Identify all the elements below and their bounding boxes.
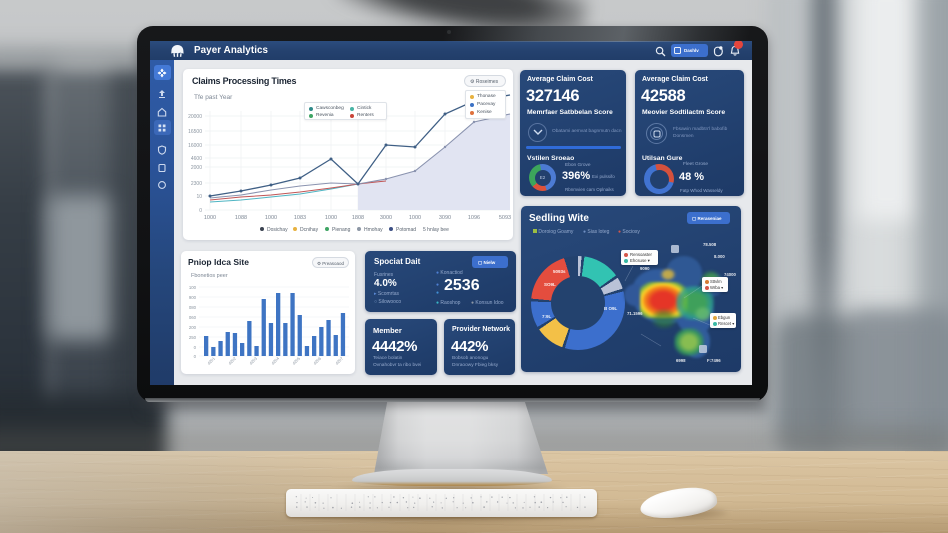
svg-text:1083: 1083 [294,215,306,221]
svg-text:16500: 16500 [188,129,202,135]
svg-text:5 hnlay bee: 5 hnlay bee [423,227,449,233]
svg-text:1000: 1000 [409,215,421,221]
svg-text:1000: 1000 [325,215,337,221]
svg-text:20000: 20000 [188,114,202,120]
svg-text:1088: 1088 [235,215,247,221]
svg-text:2300: 2300 [191,181,202,187]
svg-text:0: 0 [194,354,197,359]
svg-text:900: 900 [189,295,197,300]
svg-text:d203: d203 [248,355,258,365]
svg-text:Dosichay: Dosichay [267,227,288,233]
svg-text:Hmohay: Hmohay [364,227,383,233]
svg-text:0: 0 [199,208,202,214]
svg-text:16000: 16000 [188,143,202,149]
svg-text:5093: 5093 [499,215,511,221]
svg-text:4600: 4600 [191,156,202,162]
svg-text:100: 100 [189,285,197,290]
svg-text:d201: d201 [206,355,216,365]
svg-text:0: 0 [194,345,197,350]
svg-text:1000: 1000 [204,215,216,221]
svg-text:d207: d207 [334,355,344,365]
svg-text:250: 250 [189,335,197,340]
svg-text:d205: d205 [291,355,301,365]
svg-text:060: 060 [189,315,197,320]
svg-text:080: 080 [189,305,197,310]
svg-text:Dcnihay: Dcnihay [300,227,319,233]
svg-text:2000: 2000 [191,165,202,171]
svg-text:Potomad: Potomad [396,227,416,233]
svg-text:d202: d202 [227,355,237,365]
svg-text:1096: 1096 [468,215,480,221]
svg-text:200: 200 [189,325,197,330]
svg-text:10: 10 [196,194,202,200]
svg-text:Pienang: Pienang [332,227,351,233]
svg-text:3090: 3090 [439,215,451,221]
svg-text:1808: 1808 [352,215,364,221]
svg-text:1000: 1000 [265,215,277,221]
svg-text:3000: 3000 [380,215,392,221]
svg-text:d204: d204 [270,355,280,365]
svg-text:d206: d206 [312,355,322,365]
